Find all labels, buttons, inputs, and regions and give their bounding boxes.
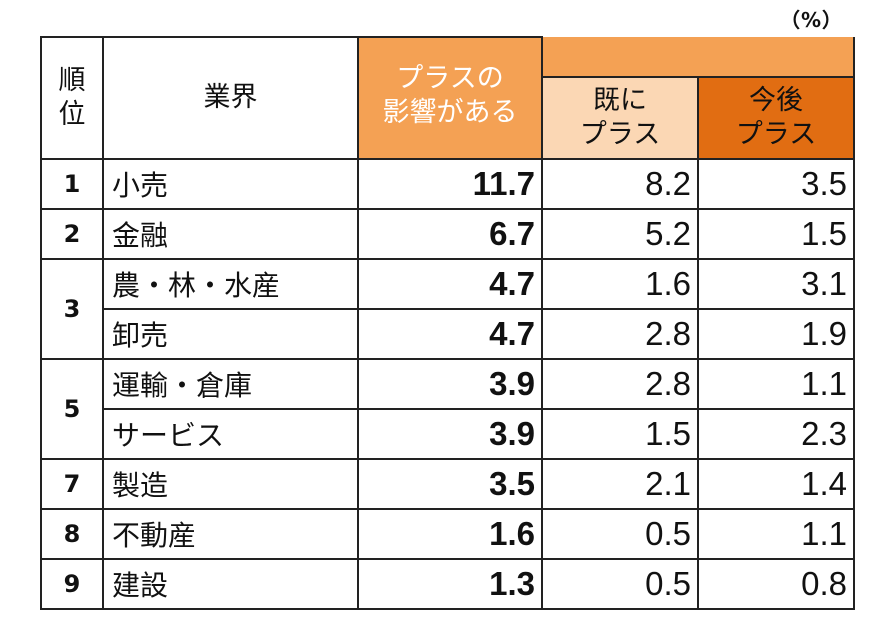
already-plus-cell: 5.2: [541, 208, 699, 260]
industry-cell: 金融: [102, 208, 359, 260]
already-plus-cell: 1.6: [541, 258, 699, 310]
future-plus-cell: 1.9: [697, 308, 855, 360]
plus-impact-cell: 1.6: [357, 508, 543, 560]
already-plus-cell: 0.5: [541, 558, 699, 610]
industry-cell: 農・林・水産: [102, 258, 359, 310]
header-rank: 順 位: [40, 36, 104, 160]
table-row: 3 農・林・水産 4.7 1.6 3.1: [40, 258, 855, 360]
future-plus-cell: 1.1: [697, 508, 855, 560]
plus-impact-cell: 1.3: [357, 558, 543, 610]
table-row: 2 金融 6.7 5.2 1.5: [40, 208, 855, 260]
future-plus-cell: 3.1: [697, 258, 855, 310]
already-plus-cell: 1.5: [541, 408, 699, 460]
industry-cell: 運輸・倉庫: [102, 358, 359, 410]
header-already-plus: 既に プラス: [541, 76, 699, 160]
rank-cell: 9: [40, 558, 104, 610]
future-plus-cell: 2.3: [697, 408, 855, 460]
industry-cell: サービス: [102, 408, 359, 460]
table-row: 卸売 4.7 2.8 1.9: [41, 308, 855, 360]
already-plus-cell: 2.8: [541, 358, 699, 410]
table-row: サービス 3.9 1.5 2.3: [41, 408, 855, 460]
rank-cell: 7: [40, 458, 104, 510]
rank-cell: 8: [40, 508, 104, 560]
industry-cell: 卸売: [102, 308, 359, 360]
plus-impact-cell: 3.9: [357, 358, 543, 410]
industry-cell: 製造: [102, 458, 359, 510]
plus-impact-cell: 6.7: [357, 208, 543, 260]
header-orange-band: [541, 37, 855, 78]
industry-cell: 不動産: [102, 508, 359, 560]
plus-impact-cell: 4.7: [357, 308, 543, 360]
header-plus-impact: プラスの 影響がある: [357, 36, 543, 159]
table-row: 1 小売 11.7 8.2 3.5: [40, 158, 855, 210]
table-row: 8 不動産 1.6 0.5 1.1: [40, 508, 855, 560]
rank-cell: 5: [40, 358, 104, 460]
future-plus-cell: 1.4: [697, 458, 855, 510]
already-plus-cell: 2.1: [541, 458, 699, 510]
future-plus-cell: 3.5: [697, 158, 855, 210]
ranking-table: 順 位 業界 プラスの 影響がある 既に プラス 今後 プラス 1 小売 11.…: [40, 36, 855, 610]
plus-impact-cell: 3.5: [357, 458, 543, 510]
future-plus-cell: 1.1: [697, 358, 855, 410]
header-industry: 業界: [102, 36, 359, 160]
future-plus-cell: 0.8: [697, 558, 855, 610]
industry-cell: 小売: [102, 158, 359, 210]
table-row: 9 建設 1.3 0.5 0.8: [40, 558, 855, 610]
future-plus-cell: 1.5: [697, 208, 855, 260]
unit-label: （%）: [780, 8, 844, 32]
plus-impact-cell: 11.7: [357, 158, 543, 210]
plus-impact-cell: 4.7: [357, 258, 543, 310]
table-row: 5 運輸・倉庫 3.9 2.8 1.1: [40, 358, 855, 460]
header-future-plus: 今後 プラス: [697, 76, 855, 160]
already-plus-cell: 0.5: [541, 508, 699, 560]
already-plus-cell: 8.2: [541, 158, 699, 210]
already-plus-cell: 2.8: [541, 308, 699, 360]
rank-cell: 1: [40, 158, 104, 210]
rank-cell: 3: [40, 258, 104, 360]
industry-cell: 建設: [102, 558, 359, 610]
rank-cell: 2: [40, 208, 104, 260]
plus-impact-cell: 3.9: [357, 408, 543, 460]
table-row: 7 製造 3.5 2.1 1.4: [40, 458, 855, 510]
